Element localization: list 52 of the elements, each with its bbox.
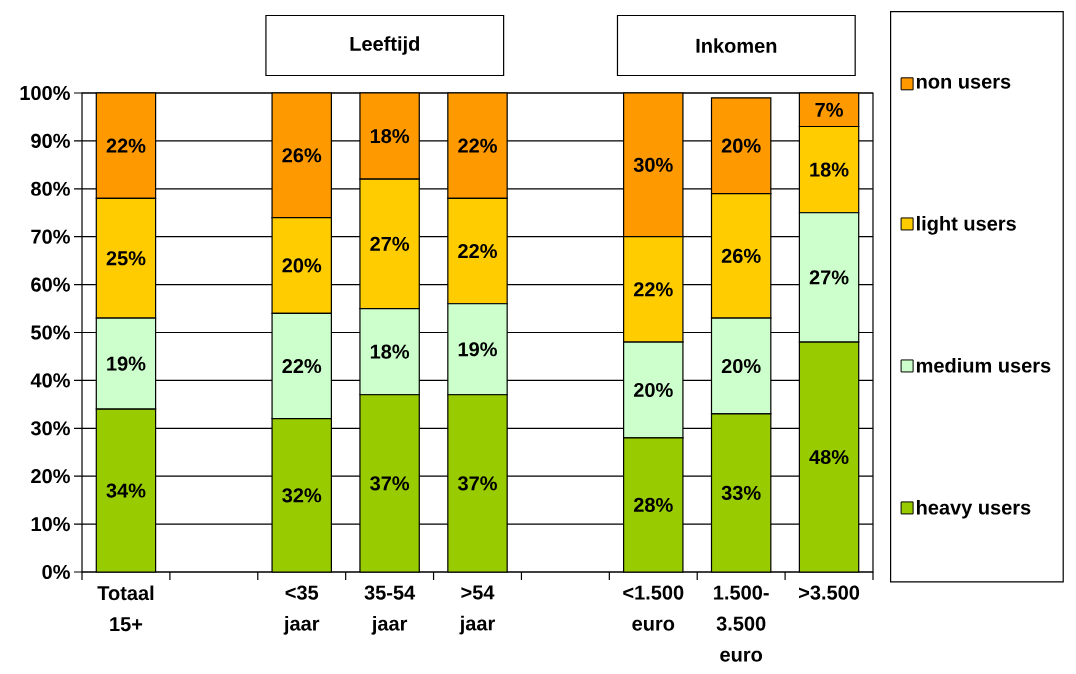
y-tick-label: 70% bbox=[31, 229, 70, 244]
data-label: 19% bbox=[107, 356, 146, 371]
y-tick-label: 60% bbox=[31, 277, 70, 292]
x-tick-label: <1.500 euro bbox=[623, 585, 684, 631]
data-label: 22% bbox=[458, 244, 497, 259]
data-label: 20% bbox=[282, 258, 322, 273]
x-tick-label: Totaal 15+ bbox=[97, 585, 154, 632]
data-label: 25% bbox=[106, 251, 146, 266]
data-label: 34% bbox=[106, 483, 146, 498]
y-tick-label: 20% bbox=[31, 469, 70, 484]
data-label: 30% bbox=[633, 157, 673, 172]
y-tick-label: 90% bbox=[31, 133, 70, 148]
text: Leeftijd bbox=[350, 36, 420, 55]
data-label: 22% bbox=[633, 282, 673, 297]
y-tick-label: 80% bbox=[31, 181, 70, 196]
x-tick-label: <35 jaar bbox=[283, 585, 320, 635]
x-tick-label: 35-54 jaar bbox=[364, 585, 416, 635]
legend-label: heavy users bbox=[916, 499, 1031, 519]
y-tick-label: 0% bbox=[42, 564, 70, 580]
y-tick-label: 40% bbox=[30, 373, 70, 388]
data-label: 26% bbox=[282, 148, 322, 163]
data-label: 28% bbox=[633, 497, 673, 512]
legend-label: light users bbox=[916, 215, 1016, 235]
x-tick-label: >54 jaar bbox=[459, 585, 495, 635]
data-label: 20% bbox=[721, 358, 761, 374]
y-tick-label: 50% bbox=[31, 325, 70, 340]
data-label: 18% bbox=[370, 344, 410, 359]
data-label: 22% bbox=[106, 138, 146, 153]
y-tick-label: 30% bbox=[30, 421, 70, 436]
data-label: 37% bbox=[370, 476, 410, 491]
data-label: 37% bbox=[457, 476, 497, 491]
data-label: 20% bbox=[633, 382, 673, 398]
x-tick-label: 1.500-3.500 euro bbox=[714, 585, 769, 662]
y-tick-label: 10% bbox=[31, 517, 70, 532]
data-label: 19% bbox=[458, 342, 497, 357]
data-label: 18% bbox=[810, 162, 849, 177]
legend-label: non users bbox=[916, 77, 1011, 89]
text: Inkomen bbox=[696, 38, 777, 53]
data-label: 7% bbox=[815, 102, 843, 117]
legend-label: medium users bbox=[916, 357, 1051, 373]
x-tick-label: >3.500 bbox=[799, 585, 860, 600]
data-label: 33% bbox=[721, 485, 761, 501]
data-label: 22% bbox=[282, 358, 322, 374]
y-tick-label: 100% bbox=[20, 85, 70, 101]
data-label: 48% bbox=[809, 449, 849, 465]
data-label: 32% bbox=[282, 488, 322, 503]
data-label: 20% bbox=[721, 138, 761, 153]
data-label: 18% bbox=[370, 129, 410, 144]
data-label: 27% bbox=[370, 236, 410, 251]
data-label: 26% bbox=[721, 248, 761, 263]
data-label: 22% bbox=[458, 138, 497, 153]
data-label: 27% bbox=[809, 270, 849, 285]
